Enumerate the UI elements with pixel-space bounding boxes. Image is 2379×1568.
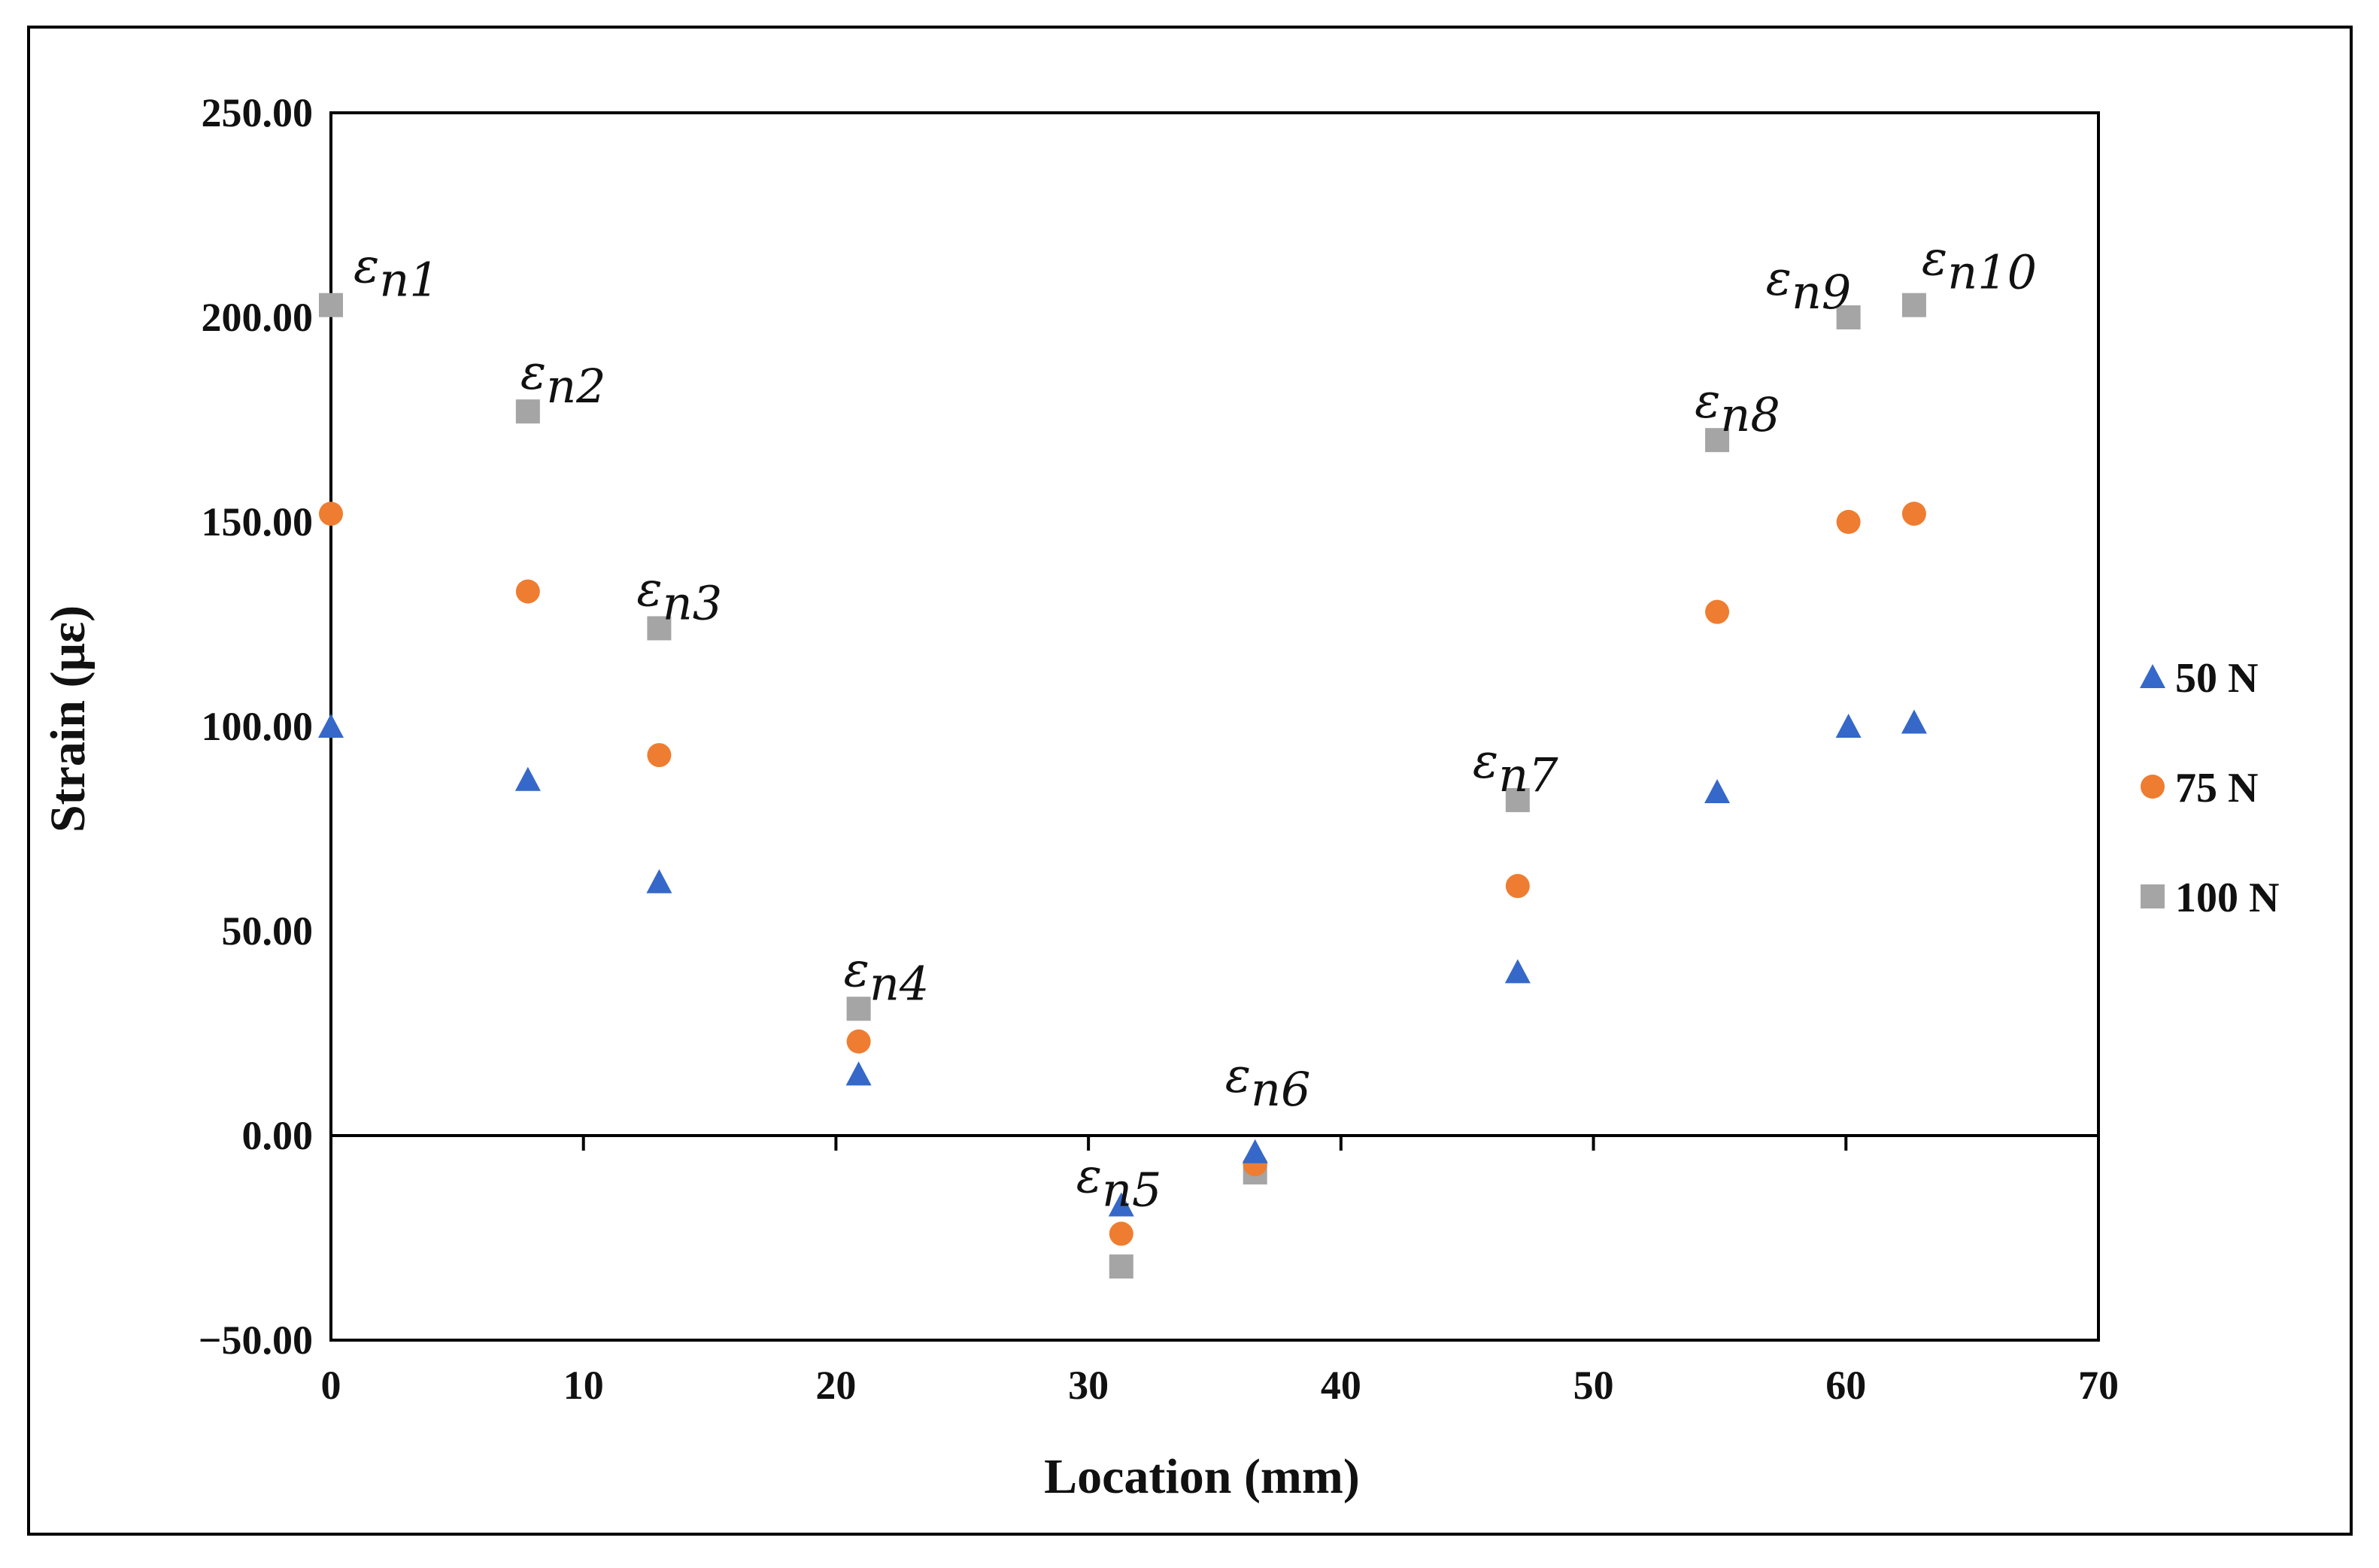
x-tick-label: 40: [1321, 1363, 1361, 1408]
point-label-eps-n10: εn10: [1922, 232, 2037, 300]
data-point-triangle: [1108, 1192, 1134, 1217]
x-tick-label: 10: [563, 1363, 604, 1408]
point-label-eps-n7: εn7: [1473, 734, 1558, 802]
y-tick-label: −50.00: [199, 1318, 313, 1363]
data-point-circle: [1109, 1221, 1133, 1246]
legend-label: 75 N: [2175, 765, 2258, 811]
legend-label: 100 N: [2175, 875, 2279, 921]
data-point-square: [846, 996, 871, 1021]
data-point-square: [1836, 305, 1861, 329]
data-point-square: [1505, 787, 1530, 812]
data-point-triangle: [646, 869, 672, 893]
legend-marker-square: [2141, 884, 2165, 908]
x-tick-label: 70: [2078, 1363, 2119, 1408]
data-point-circle: [1901, 502, 1926, 526]
x-tick-label: 30: [1068, 1363, 1109, 1408]
data-point-triangle: [1901, 709, 1927, 734]
x-tick-label: 50: [1573, 1363, 1614, 1408]
point-label-eps-n3: εn3: [636, 562, 722, 630]
y-tick-label: 200.00: [202, 295, 314, 340]
data-point-circle: [1836, 510, 1861, 534]
data-point-circle: [1705, 599, 1730, 624]
data-point-square: [319, 293, 343, 317]
legend-marker-triangle: [2140, 664, 2165, 688]
point-label-eps-n4: εn4: [844, 942, 930, 1011]
data-point-square: [647, 616, 672, 641]
y-axis-title: Strain (με): [41, 605, 96, 833]
legend-label: 50 N: [2175, 655, 2258, 702]
legend-item-100-n: 100 N: [2141, 875, 2279, 921]
data-point-triangle: [845, 1061, 872, 1086]
data-point-triangle: [1242, 1139, 1268, 1163]
y-tick-label: 150.00: [202, 499, 314, 544]
data-point-square: [1705, 428, 1730, 453]
y-tick-label: 50.00: [222, 908, 314, 954]
data-point-circle: [647, 743, 672, 768]
x-tick-label: 60: [1825, 1363, 1866, 1408]
data-point-triangle: [1835, 714, 1862, 738]
data-point-triangle: [1504, 959, 1531, 984]
chart-frame: [27, 26, 2353, 1536]
point-label-eps-n2: εn2: [520, 345, 606, 414]
y-tick-label: 250.00: [202, 90, 314, 135]
legend-item-75-n: 75 N: [2141, 765, 2258, 811]
data-point-square: [1109, 1254, 1133, 1279]
point-label-eps-n1: εn1: [354, 239, 439, 308]
data-point-triangle: [1704, 779, 1731, 804]
data-point-square: [1901, 293, 1926, 317]
point-label-eps-n5: εn5: [1076, 1148, 1162, 1217]
data-point-circle: [1505, 874, 1530, 899]
data-point-circle: [515, 579, 540, 604]
series-50-n: [318, 709, 1927, 1217]
point-label-eps-n6: εn6: [1225, 1048, 1311, 1117]
data-point-circle: [846, 1029, 871, 1054]
point-label-eps-n9: εn9: [1766, 251, 1852, 320]
legend-marker-circle: [2141, 775, 2165, 799]
data-point-triangle: [514, 766, 541, 791]
y-tick-label: 0.00: [242, 1113, 314, 1158]
data-point-circle: [319, 502, 343, 526]
legend-item-50-n: 50 N: [2140, 655, 2258, 702]
point-label-eps-n8: εn8: [1695, 374, 1780, 442]
x-tick-label: 20: [815, 1363, 856, 1408]
y-tick-label: 100.00: [202, 704, 314, 749]
series-100-n: [319, 293, 1926, 1279]
data-point-triangle: [318, 714, 344, 738]
x-axis-title: Location (mm): [1044, 1449, 1360, 1504]
data-point-square: [515, 399, 540, 424]
x-tick-label: 0: [321, 1363, 341, 1408]
